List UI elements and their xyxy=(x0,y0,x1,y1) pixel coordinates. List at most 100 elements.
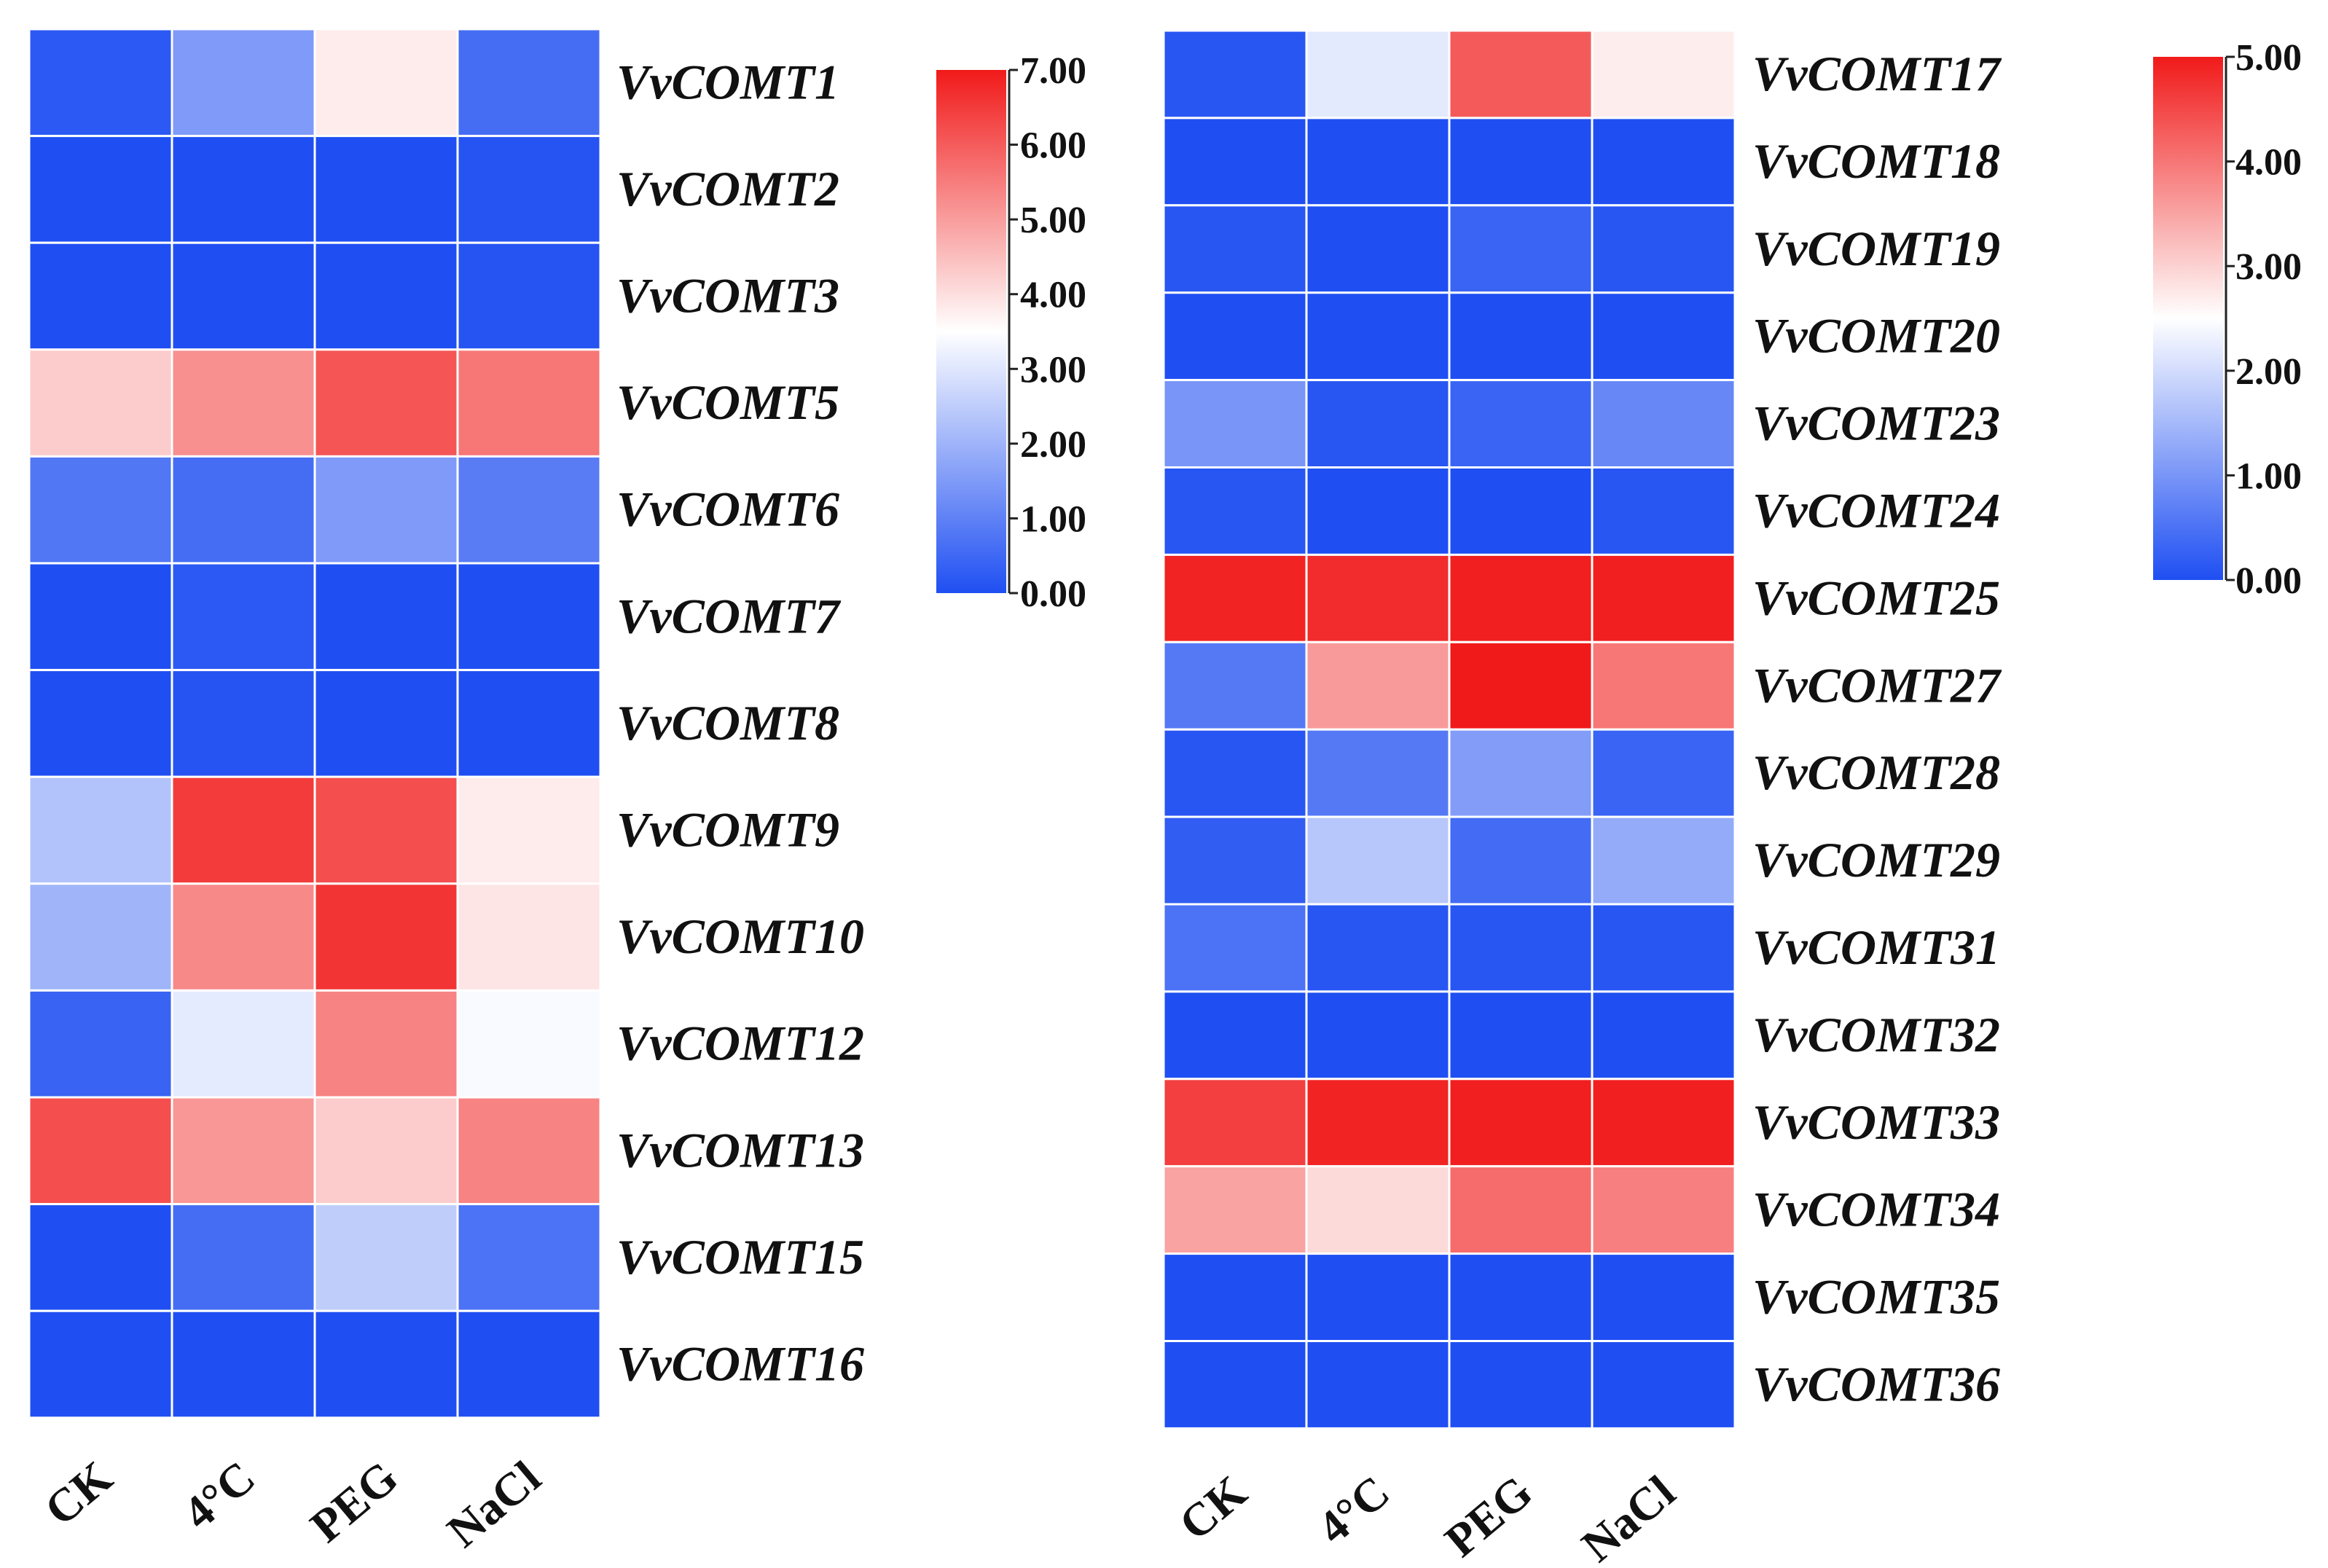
colorbar-tick-label: 0.00 xyxy=(1020,573,1086,615)
heatmap-cell xyxy=(456,989,602,1099)
heatmap-cell xyxy=(1162,1078,1308,1168)
heatmap-cell xyxy=(171,241,316,351)
heatmap-cell xyxy=(456,669,602,778)
heatmap-cell xyxy=(1448,903,1594,993)
heatmap-cell xyxy=(1448,728,1594,818)
row-label: VvCOMT5 xyxy=(616,375,839,430)
heatmap-cell xyxy=(171,669,316,778)
heatmap-cell xyxy=(28,989,173,1099)
heatmap-cell xyxy=(171,989,316,1099)
colorbar-tick-label: 5.00 xyxy=(1020,200,1086,241)
heatmap-cell xyxy=(1591,815,1736,906)
row-label: VvCOMT2 xyxy=(616,161,839,216)
row-label: VvCOMT3 xyxy=(616,268,839,324)
heatmap-cell xyxy=(1162,1253,1308,1342)
heatmap-cell xyxy=(313,455,459,565)
heatmap-cell xyxy=(1305,640,1451,731)
heatmap-cell xyxy=(456,455,602,565)
row-label: VvCOMT35 xyxy=(1752,1269,2000,1325)
heatmap-cell xyxy=(1162,1340,1308,1430)
column-label: 4°C xyxy=(1308,1465,1399,1553)
row-label: VvCOMT7 xyxy=(616,588,842,643)
heatmap-cell xyxy=(1591,1340,1736,1430)
heatmap-cell xyxy=(1448,1253,1594,1342)
heatmap-cell xyxy=(456,1203,602,1312)
row-label: VvCOMT24 xyxy=(1752,482,2000,538)
row-label: VvCOMT13 xyxy=(616,1122,864,1177)
heatmap-cell xyxy=(456,135,602,244)
heatmap-cell xyxy=(1448,815,1594,906)
heatmap-cell xyxy=(1591,640,1736,731)
heatmap-cell xyxy=(1305,728,1451,818)
row-label: VvCOMT12 xyxy=(616,1016,864,1071)
colorbar-tick-label: 3.00 xyxy=(2235,246,2302,288)
heatmap-cell xyxy=(1591,1078,1736,1168)
heatmap-cell xyxy=(456,241,602,351)
heatmap-cell xyxy=(28,775,173,885)
heatmap-cell xyxy=(313,1096,459,1206)
row-label: VvCOMT34 xyxy=(1752,1182,2000,1237)
heatmap-cell xyxy=(171,455,316,565)
colorbar-tick-label: 1.00 xyxy=(1020,498,1086,540)
heatmap-cell xyxy=(1162,379,1308,469)
heatmap-cell xyxy=(171,775,316,885)
heatmap-cell xyxy=(1305,1253,1451,1342)
colorbar-tick-label: 3.00 xyxy=(1020,349,1086,391)
heatmap-cell xyxy=(28,28,173,138)
heatmap-cell xyxy=(313,882,459,992)
heatmap-cell xyxy=(1591,117,1736,207)
heatmap-cell xyxy=(1448,379,1594,469)
heatmap-cell xyxy=(1448,640,1594,731)
heatmap-cell xyxy=(456,1309,602,1419)
heatmap-cell xyxy=(1162,640,1308,731)
heatmap-cell xyxy=(1591,553,1736,643)
heatmap-cell xyxy=(1162,466,1308,556)
heatmap-cell xyxy=(1591,379,1736,469)
heatmap-cell xyxy=(313,562,459,672)
heatmap-cell xyxy=(1162,204,1308,294)
heatmap-cell xyxy=(1305,29,1451,119)
heatmap-cell xyxy=(1162,553,1308,643)
heatmap-cell xyxy=(171,1309,316,1419)
heatmap-cell xyxy=(1305,1165,1451,1255)
colorbar xyxy=(2153,57,2223,580)
heatmap-cell xyxy=(456,775,602,885)
heatmap-cell xyxy=(1448,553,1594,643)
row-label: VvCOMT31 xyxy=(1752,920,2000,975)
heatmap-cell xyxy=(1162,117,1308,207)
row-label: VvCOMT10 xyxy=(616,909,864,964)
row-label: VvCOMT17 xyxy=(1752,46,2002,101)
heatmap-cell xyxy=(1448,1165,1594,1255)
heatmap-cell xyxy=(28,1203,173,1312)
heatmap-cell xyxy=(456,562,602,672)
heatmap-cell xyxy=(1448,1078,1594,1168)
row-label: VvCOMT25 xyxy=(1752,570,2000,625)
row-label: VvCOMT27 xyxy=(1752,657,2002,713)
heatmap-cell xyxy=(1305,379,1451,469)
heatmap-cell xyxy=(171,28,316,138)
colorbar-tick-label: 7.00 xyxy=(1020,50,1086,92)
heatmap-cell xyxy=(1305,117,1451,207)
row-label: VvCOMT28 xyxy=(1752,745,2000,800)
row-label: VvCOMT20 xyxy=(1752,308,2000,364)
heatmap-cell xyxy=(313,28,459,138)
heatmap-cell xyxy=(1448,204,1594,294)
heatmap-cell xyxy=(1162,1165,1308,1255)
column-label: CK xyxy=(35,1451,122,1535)
heatmap-cell xyxy=(1305,990,1451,1081)
column-label: NaCl xyxy=(437,1451,550,1557)
heatmap-cell xyxy=(1591,204,1736,294)
colorbar-tick-label: 4.00 xyxy=(2235,142,2302,184)
row-label: VvCOMT29 xyxy=(1752,832,2000,887)
column-label: NaCl xyxy=(1572,1465,1685,1568)
row-label: VvCOMT8 xyxy=(616,695,839,750)
heatmap-cell xyxy=(1448,990,1594,1081)
heatmap-cell xyxy=(1591,1253,1736,1342)
heatmap-cell xyxy=(456,882,602,992)
row-label: VvCOMT6 xyxy=(616,482,839,537)
heatmap-cell xyxy=(28,135,173,244)
heatmap-cell xyxy=(313,241,459,351)
heatmap-cell xyxy=(313,989,459,1099)
